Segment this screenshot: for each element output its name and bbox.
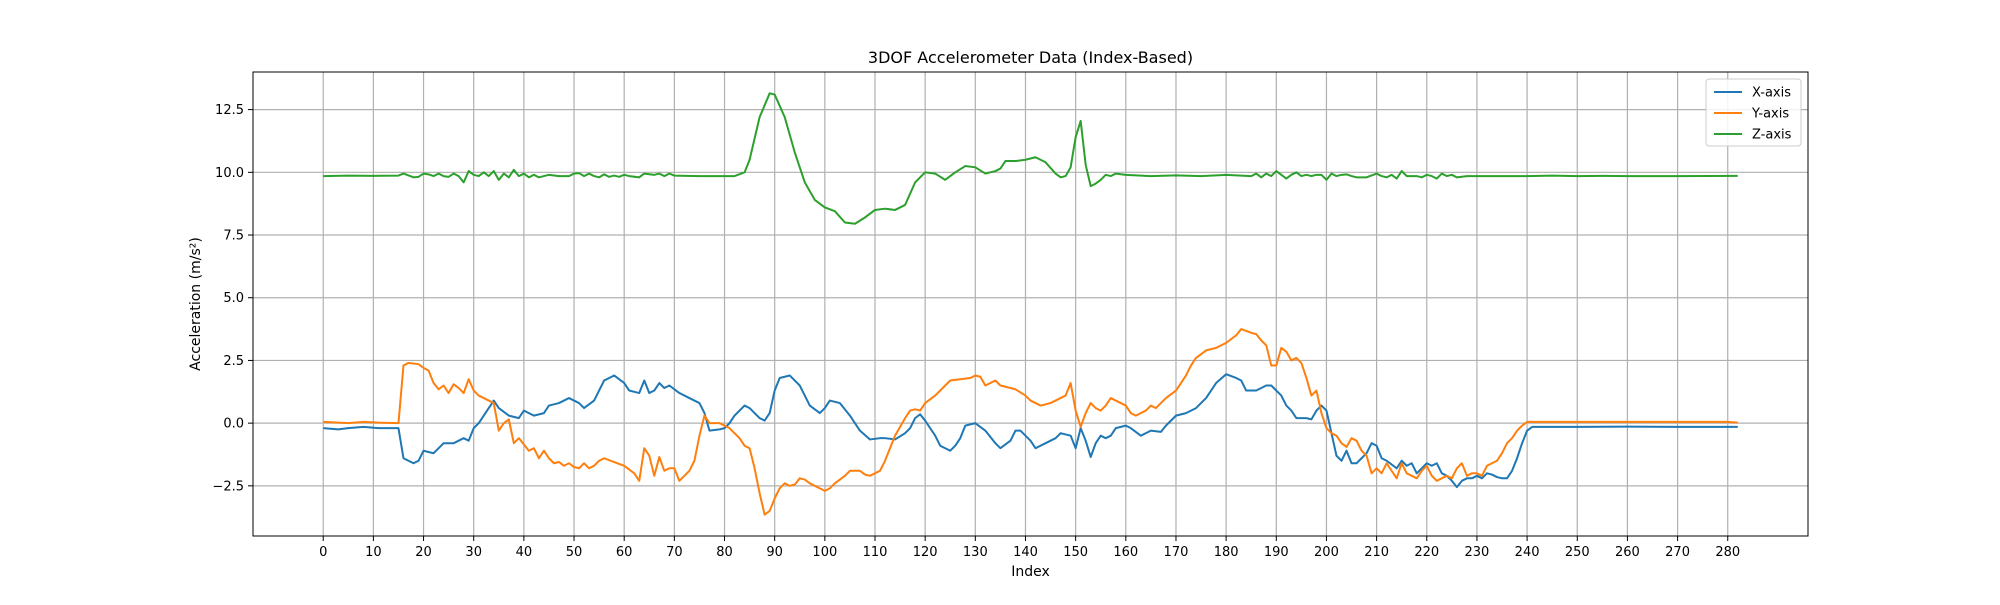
x-tick-label: 120 (913, 545, 938, 560)
x-tick-label: 10 (365, 545, 382, 560)
y-axis-ticks: −2.5 0.0 2.5 5.0 7.5 10.0 12.5 (212, 103, 253, 494)
y-tick-label: 7.5 (223, 229, 244, 244)
x-tick-label: 110 (863, 545, 888, 560)
x-tick-label: 140 (1013, 545, 1038, 560)
x-tick-label: 170 (1164, 545, 1189, 560)
legend-label-z-axis: Z-axis (1752, 128, 1792, 143)
x-tick-label: 230 (1465, 545, 1490, 560)
x-axis-label: Index (1011, 564, 1050, 580)
x-tick-label: 200 (1314, 545, 1339, 560)
x-tick-label: 40 (516, 545, 533, 560)
x-tick-label: 280 (1715, 545, 1740, 560)
x-tick-label: 270 (1665, 545, 1690, 560)
legend-box (1705, 78, 1802, 147)
x-tick-label: 240 (1515, 545, 1540, 560)
x-tick-label: 260 (1615, 545, 1640, 560)
series-line-y-axis (323, 328, 1738, 516)
x-tick-label: 70 (666, 545, 683, 560)
y-tick-label: 12.5 (215, 103, 244, 118)
y-tick-label: 5.0 (223, 291, 244, 306)
x-tick-label: 130 (963, 545, 988, 560)
x-tick-label: 0 (319, 545, 327, 560)
x-tick-label: 20 (415, 545, 432, 560)
x-tick-label: 220 (1414, 545, 1439, 560)
y-axis-label: Acceleration (m/s²) (188, 237, 204, 371)
x-tick-label: 190 (1264, 545, 1289, 560)
x-tick-label: 100 (812, 545, 837, 560)
x-tick-label: 50 (566, 545, 583, 560)
plot-area-frame (252, 71, 1809, 537)
x-tick-label: 60 (616, 545, 633, 560)
x-tick-label: 210 (1364, 545, 1389, 560)
legend-label-y-axis: Y-axis (1751, 107, 1789, 122)
chart-title: 3DOF Accelerometer Data (Index-Based) (868, 48, 1193, 67)
series-line-z-axis (323, 92, 1738, 225)
x-tick-label: 150 (1063, 545, 1088, 560)
x-axis-ticks: 0 10 20 30 40 50 60 70 80 90 100 110 120 130 140 150 160… (319, 536, 1740, 560)
y-tick-label: −2.5 (212, 479, 244, 494)
x-tick-label: 30 (465, 545, 482, 560)
x-tick-label: 80 (716, 545, 733, 560)
y-tick-label: 10.0 (215, 166, 244, 181)
series-lines (323, 92, 1738, 516)
x-tick-label: 250 (1565, 545, 1590, 560)
y-tick-label: 0.0 (223, 417, 244, 432)
x-tick-label: 90 (766, 545, 783, 560)
x-tick-label: 180 (1214, 545, 1239, 560)
y-tick-label: 2.5 (223, 354, 244, 369)
grid (253, 72, 1808, 536)
x-tick-label: 160 (1113, 545, 1138, 560)
series-line-x-axis (323, 373, 1738, 489)
legend-label-x-axis: X-axis (1752, 86, 1791, 101)
legend: X-axis Y-axis Z-axis (1705, 78, 1802, 147)
